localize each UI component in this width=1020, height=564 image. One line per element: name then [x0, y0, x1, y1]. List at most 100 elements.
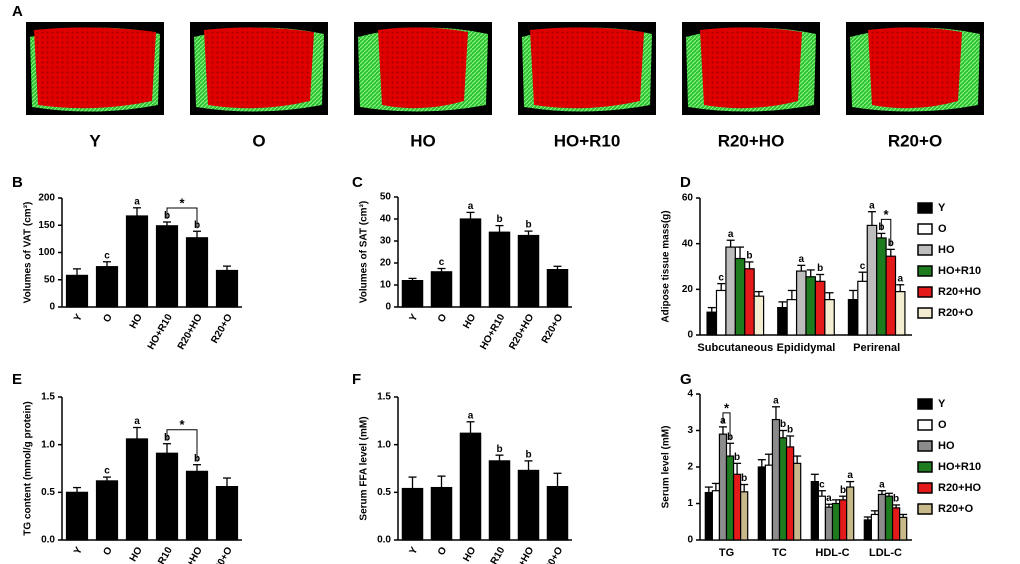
x-tick-label: O [436, 312, 450, 324]
x-tick-label: TC [772, 547, 787, 559]
bar [831, 502, 841, 541]
x-tick-label: O [436, 545, 450, 557]
x-tick-label: TG [719, 547, 734, 559]
bar [785, 446, 795, 541]
x-tick-label: Subcutaneous [697, 342, 773, 354]
bar [546, 269, 569, 308]
bar [824, 299, 835, 336]
legend-label: O [938, 223, 947, 235]
y-tick-label: 10 [380, 280, 392, 291]
bar [885, 255, 897, 336]
significance-letter: b [496, 214, 502, 225]
bar [847, 299, 859, 336]
bar [488, 460, 511, 541]
legend-swatch [917, 398, 933, 410]
x-tick-label: HO+R10 [146, 312, 175, 352]
bar [401, 280, 424, 308]
significance-letter: a [826, 493, 832, 504]
y-tick-label: 0 [687, 535, 693, 546]
legend-swatch [917, 461, 933, 473]
y-tick-label: 0.5 [41, 487, 55, 498]
panel-label: B [12, 174, 23, 191]
bar [814, 280, 826, 336]
bar [185, 237, 209, 308]
bar [715, 289, 727, 336]
bar [805, 276, 817, 336]
y-tick-label: 0.0 [377, 535, 391, 546]
x-tick-label: Y [408, 312, 421, 324]
legend-swatch [917, 202, 933, 214]
x-tick-label: HO+R10 [146, 545, 175, 564]
bar [863, 519, 872, 541]
significance-bracket [880, 218, 892, 247]
x-tick-label: HO [128, 312, 145, 331]
legend-swatch [917, 482, 933, 494]
bar [517, 234, 540, 308]
y-axis-label: TG content (mmol/g protein) [23, 401, 34, 535]
x-tick-label: Y [408, 545, 421, 557]
panel-label: E [12, 371, 22, 388]
x-tick-label: HO [461, 545, 478, 564]
x-tick-label: LDL-C [869, 547, 902, 559]
legend-label: HO [938, 440, 955, 452]
bar [757, 466, 766, 541]
bar [771, 418, 781, 541]
y-tick-label: 1.5 [377, 392, 391, 403]
bar [744, 268, 755, 336]
legend-label: R20+O [938, 503, 974, 515]
significance-letter: b [746, 251, 752, 262]
bar [725, 246, 736, 336]
bar [155, 225, 179, 308]
legend-label: R20+O [938, 307, 974, 319]
legend-swatch [917, 503, 933, 515]
image-caption: Y [89, 131, 101, 150]
bar [95, 266, 119, 308]
x-tick-label: R20+O [209, 545, 235, 564]
y-tick-label: 1.0 [377, 439, 391, 450]
bar [706, 311, 718, 336]
legend-label: HO+R10 [938, 461, 981, 473]
bar [793, 462, 802, 541]
y-axis-label: Serum FFA level (mM) [359, 416, 370, 520]
y-axis-label: Serum level (mM) [661, 426, 672, 509]
significance-letter: a [799, 254, 805, 265]
y-tick-label: 0.0 [41, 535, 55, 546]
x-tick-label: R20+O [209, 312, 235, 345]
significance-letter: b [525, 220, 531, 231]
y-tick-label: 200 [38, 193, 55, 204]
y-tick-label: 50 [380, 192, 392, 203]
bar [899, 516, 908, 541]
legend-swatch [917, 307, 933, 319]
y-tick-label: 40 [682, 238, 694, 249]
bar [155, 452, 179, 541]
x-tick-label: R20+HO [176, 312, 205, 352]
significance-letter: a [869, 200, 875, 211]
x-tick-label: Epididymal [777, 342, 836, 354]
y-tick-label: 150 [38, 220, 55, 231]
y-tick-label: 0 [687, 330, 693, 341]
bar [764, 464, 774, 541]
legend-swatch [917, 265, 933, 277]
y-tick-label: 0 [49, 302, 55, 313]
y-tick-label: 2 [687, 462, 693, 473]
image-caption: R20+HO [718, 131, 785, 150]
bar [876, 237, 887, 336]
bar [718, 433, 728, 541]
y-tick-label: 100 [38, 247, 55, 258]
bar [817, 495, 827, 541]
x-tick-label: Perirenal [853, 342, 900, 354]
bar [870, 513, 880, 541]
significance-letter: a [773, 395, 779, 406]
x-tick-label: R20+O [540, 545, 566, 564]
bar [125, 215, 149, 308]
bar [488, 231, 511, 308]
y-tick-label: 1.0 [41, 439, 55, 450]
bar [430, 486, 453, 541]
x-tick-label: Y [72, 545, 85, 557]
y-tick-label: 60 [682, 193, 694, 204]
y-axis-label: Volumes of SAT (cm³) [359, 201, 370, 303]
bar [517, 469, 540, 541]
ct-visceral [378, 27, 468, 109]
bar [838, 499, 848, 541]
